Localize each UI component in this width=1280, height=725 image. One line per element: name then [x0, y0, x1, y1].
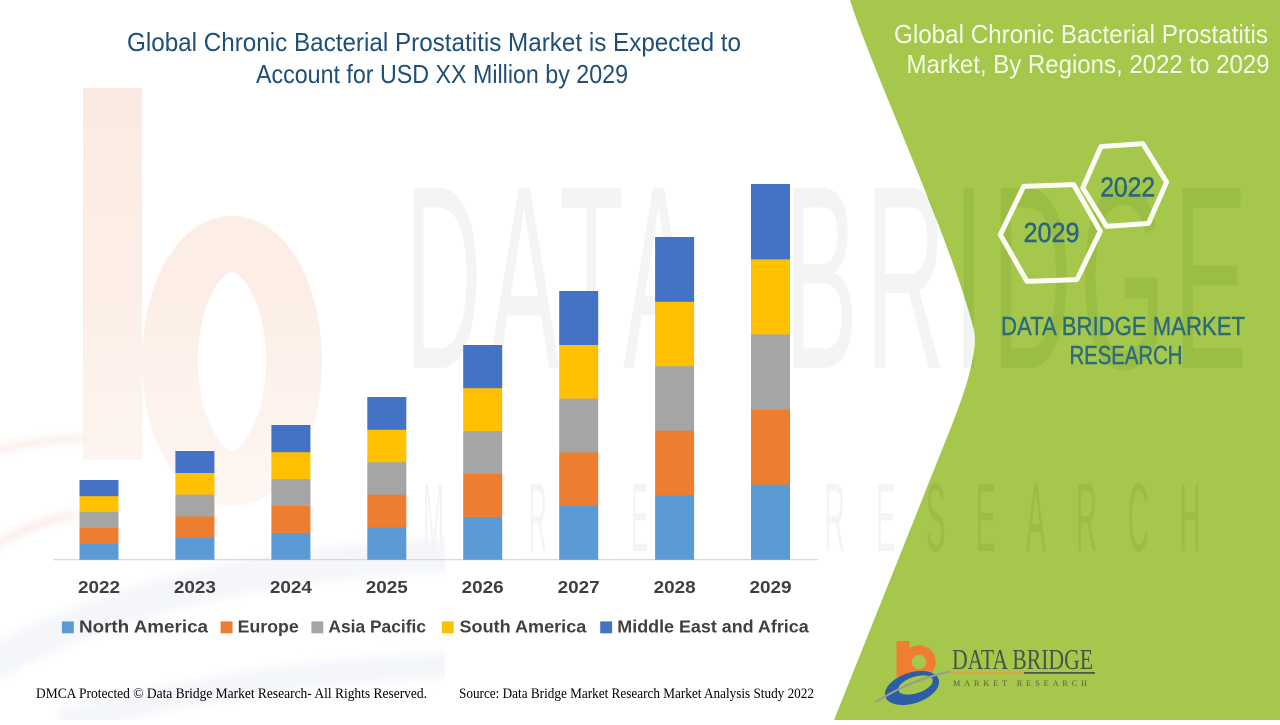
svg-text:2022: 2022 [78, 577, 120, 597]
svg-text:RESEARCH: RESEARCH [1070, 340, 1183, 370]
svg-text:DATA: DATA [405, 131, 701, 424]
svg-text:2029: 2029 [750, 577, 792, 597]
svg-text:2026: 2026 [462, 577, 504, 597]
svg-text:2028: 2028 [654, 577, 696, 597]
svg-text:DATA BRIDGE MARKET: DATA BRIDGE MARKET [1001, 311, 1245, 341]
svg-text:2025: 2025 [366, 577, 408, 597]
svg-text:Global Chronic Bacterial Prost: Global Chronic Bacterial Prostatitis Mar… [127, 27, 741, 57]
svg-text:DATA BRIDGE: DATA BRIDGE [952, 645, 1093, 676]
svg-text:Account for USD XX Million by: Account for USD XX Million by 2029 [256, 59, 628, 89]
svg-text:Source: Data Bridge Market Res: Source: Data Bridge Market Research Mark… [459, 686, 814, 702]
svg-text:2022: 2022 [1100, 172, 1155, 203]
svg-text:Europe: Europe [238, 617, 299, 637]
svg-text:2029: 2029 [1024, 217, 1080, 248]
svg-text:2023: 2023 [174, 577, 216, 597]
svg-text:MARKET RESEARCH: MARKET RESEARCH [953, 678, 1091, 688]
svg-text:DMCA Protected © Data Bridge M: DMCA Protected © Data Bridge Market Rese… [36, 686, 427, 702]
svg-text:2024: 2024 [270, 577, 312, 597]
svg-text:South America: South America [460, 617, 587, 637]
svg-text:Global Chronic Bacterial Prost: Global Chronic Bacterial Prostatitis [894, 19, 1268, 49]
svg-text:2027: 2027 [558, 577, 600, 597]
svg-text:Market, By Regions, 2022 to 20: Market, By Regions, 2022 to 2029 [907, 49, 1270, 79]
svg-text:North America: North America [79, 617, 208, 637]
svg-text:Middle East and Africa: Middle East and Africa [617, 617, 809, 637]
svg-text:Asia Pacific: Asia Pacific [328, 617, 426, 637]
